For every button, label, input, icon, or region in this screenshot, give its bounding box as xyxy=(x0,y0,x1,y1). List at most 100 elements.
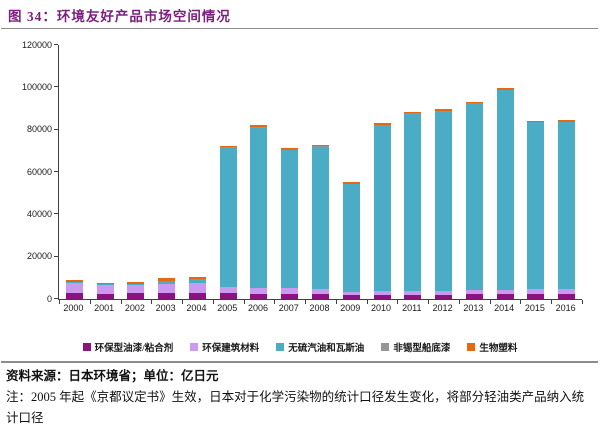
stacked-bar-2013 xyxy=(465,101,483,299)
bar-segment xyxy=(188,292,206,299)
bar-segment xyxy=(312,146,329,290)
x-tick-mark xyxy=(458,300,460,304)
bar-slot xyxy=(551,45,582,299)
bar-slot xyxy=(428,45,459,299)
stacked-bar-2003 xyxy=(158,278,176,299)
y-tick-label: 60000 xyxy=(26,166,52,177)
stacked-bar-2010 xyxy=(373,123,391,299)
title-divider xyxy=(1,28,598,29)
bar-segment xyxy=(250,127,268,289)
bar-segment xyxy=(96,282,114,285)
bar-segment xyxy=(219,292,237,299)
x-tick-label: 2006 xyxy=(247,303,268,313)
bar-segment xyxy=(281,147,299,150)
x-tick-mark xyxy=(582,300,583,304)
bar-segment xyxy=(312,289,329,295)
stacked-bar-2012 xyxy=(435,108,453,299)
x-tick-label: 2007 xyxy=(278,303,299,313)
plot-area xyxy=(54,44,583,304)
stacked-bar-2002 xyxy=(127,282,145,299)
y-tick-label: 80000 xyxy=(26,124,52,135)
bar-slot xyxy=(305,45,336,299)
bar-slot xyxy=(490,45,521,299)
legend-swatch-icon xyxy=(467,343,476,351)
x-tick-label: 2002 xyxy=(124,303,145,313)
y-tick-label: 100000 xyxy=(21,81,52,92)
x-tick-label: 2008 xyxy=(309,303,330,313)
x-tick-mark xyxy=(366,300,368,304)
bars-row xyxy=(59,45,582,299)
x-tick-mark xyxy=(151,300,153,304)
bar-segment xyxy=(558,122,576,290)
legend-swatch-icon xyxy=(276,343,285,351)
bar-segment xyxy=(496,294,514,299)
x-tick-label: 2001 xyxy=(94,303,115,313)
legend-label: 无硫汽油和瓦斯油 xyxy=(288,344,365,354)
bar-segment xyxy=(558,294,576,299)
bar-segment xyxy=(404,111,422,114)
bar-segment xyxy=(96,293,114,299)
bar-segment xyxy=(373,125,391,291)
bar-segment xyxy=(342,292,360,296)
bar-segment xyxy=(404,294,422,299)
bar-segment xyxy=(219,147,237,288)
bar-segment xyxy=(281,150,299,289)
bar-slot xyxy=(182,45,213,299)
stacked-bar-2001 xyxy=(96,282,114,299)
bar-segment xyxy=(127,283,145,285)
legend-label: 环保建筑材料 xyxy=(202,344,260,354)
y-tick-mark xyxy=(54,255,58,257)
bar-segment xyxy=(250,125,268,128)
y-tick-label: 40000 xyxy=(26,208,52,219)
x-tick-mark xyxy=(520,300,522,304)
bar-segment xyxy=(496,289,514,295)
legend-swatch-icon xyxy=(190,343,199,351)
x-tick-label: 2011 xyxy=(402,303,422,313)
bar-segment xyxy=(404,113,422,291)
x-tick-label: 2009 xyxy=(340,303,361,313)
bar-slot xyxy=(274,45,305,299)
bar-segment xyxy=(188,283,206,293)
x-axis-labels: 2000 2001 2002 2003 2004 2005 2006 2007 2008 2009… xyxy=(58,303,581,313)
legend-item: 环保型油漆/粘合剂 xyxy=(82,340,173,354)
legend-item: 生物塑料 xyxy=(467,340,517,354)
x-tick-mark xyxy=(428,300,430,304)
y-axis-labels: 0 20000 40000 60000 80000 100000 120000 xyxy=(0,40,52,303)
x-tick-mark xyxy=(59,300,60,304)
bar-segment xyxy=(127,284,145,294)
bar-segment xyxy=(250,288,268,294)
bar-slot xyxy=(397,45,428,299)
bar-slot xyxy=(336,45,367,299)
x-tick-mark xyxy=(212,300,214,304)
legend-swatch-icon xyxy=(381,343,390,351)
bar-slot xyxy=(244,45,275,299)
y-tick-label: 0 xyxy=(46,293,52,304)
legend-label: 非锡型船底漆 xyxy=(393,344,451,354)
x-tick-label: 2003 xyxy=(155,303,176,313)
x-tick-mark xyxy=(182,300,184,304)
x-tick-mark xyxy=(243,300,245,304)
bar-segment xyxy=(558,289,576,295)
y-tick-mark xyxy=(54,171,58,172)
y-tick-mark xyxy=(54,298,58,299)
stacked-bar-2016 xyxy=(558,119,576,299)
x-tick-label: 2014 xyxy=(494,303,515,313)
bar-segment xyxy=(65,293,83,299)
bar-segment xyxy=(527,289,545,294)
bar-segment xyxy=(96,284,114,294)
x-tick-mark xyxy=(489,300,491,304)
x-tick-mark xyxy=(397,300,399,304)
bar-segment xyxy=(435,111,453,291)
bar-segment xyxy=(158,283,176,294)
bar-slot xyxy=(121,45,152,299)
y-tick-label: 120000 xyxy=(21,39,52,50)
bar-slot xyxy=(367,45,398,299)
legend-item: 环保建筑材料 xyxy=(190,340,259,354)
bar-segment xyxy=(250,293,268,299)
bar-segment xyxy=(527,122,545,290)
bar-segment xyxy=(527,120,545,123)
bar-slot xyxy=(59,45,90,299)
bar-segment xyxy=(465,294,483,299)
bar-slot xyxy=(459,45,490,299)
bar-segment xyxy=(127,282,145,284)
